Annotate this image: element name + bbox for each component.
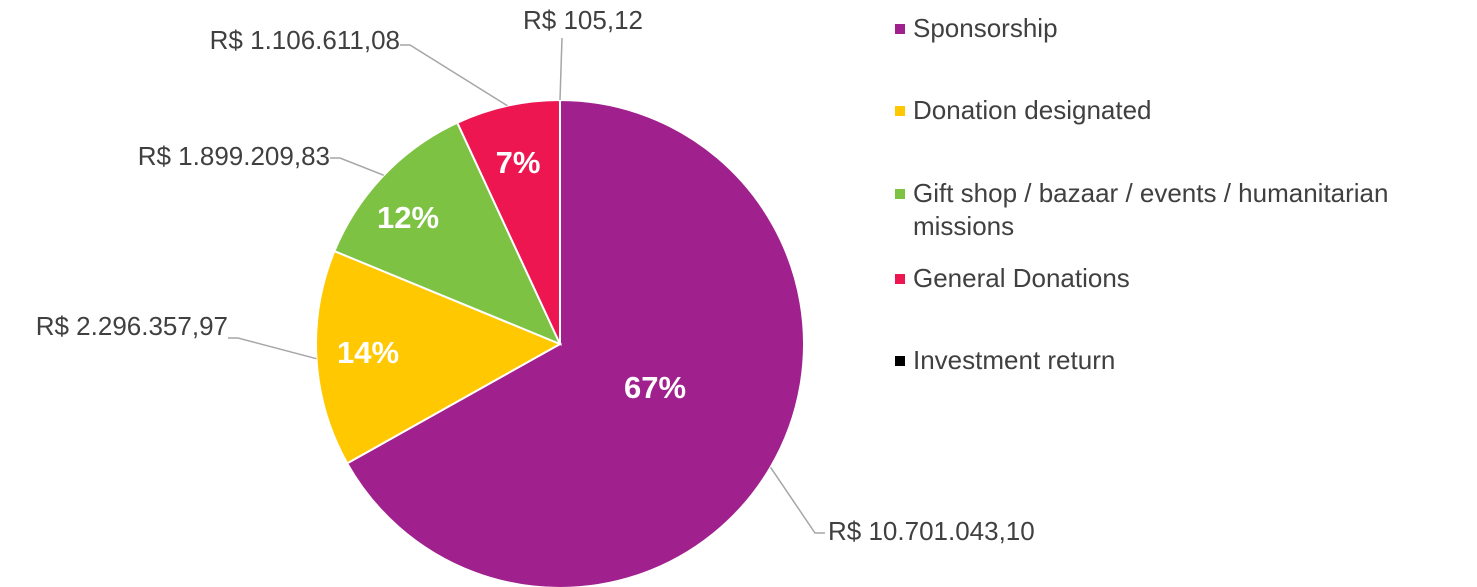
percent-label: 7% (496, 145, 541, 180)
legend-swatch (895, 24, 905, 34)
pie-slice (455, 98, 561, 345)
legend-label: Sponsorship (913, 13, 1058, 43)
legend-swatch (895, 356, 905, 366)
pie-slice (315, 249, 563, 465)
legend-label: Investment return (913, 345, 1116, 375)
legend-item: General Donations (895, 262, 1470, 295)
legend-label: Gift shop / bazaar / events / humanitari… (913, 178, 1389, 241)
legend-label: Donation designated (913, 95, 1152, 125)
percent-label: 14% (337, 335, 399, 370)
legend-item: Sponsorship (895, 12, 1470, 45)
legend-swatch (895, 189, 905, 199)
legend-item: Gift shop / bazaar / events / humanitari… (895, 177, 1470, 243)
leader-line (769, 466, 825, 534)
leader-line (228, 337, 317, 360)
leader-line (559, 37, 563, 101)
legend-item: Donation designated (895, 94, 1470, 127)
value-label: R$ 105,12 (523, 5, 643, 35)
value-label: R$ 10.701.043,10 (828, 516, 1035, 546)
legend-swatch (895, 274, 905, 284)
percent-label: 67% (624, 370, 686, 405)
percent-label: 12% (377, 200, 439, 235)
value-label: R$ 1.106.611,08 (210, 25, 400, 55)
value-label: R$ 2.296.357,97 (36, 311, 228, 341)
leader-line (400, 44, 508, 107)
value-label: R$ 1.899.209,83 (138, 141, 330, 171)
leader-line (330, 157, 384, 176)
legend-label: General Donations (913, 263, 1130, 293)
legend-item: Investment return (895, 344, 1470, 377)
pie-slice (345, 98, 805, 587)
legend-swatch (895, 106, 905, 116)
